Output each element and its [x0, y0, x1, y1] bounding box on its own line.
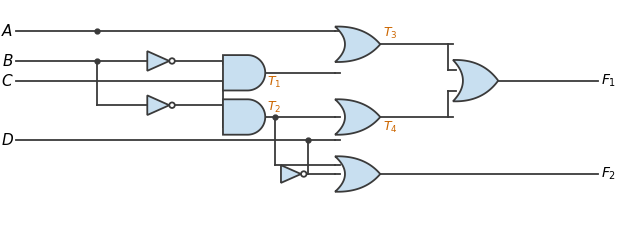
Text: $F_1$: $F_1$ [602, 72, 616, 89]
Text: $A$: $A$ [1, 24, 14, 39]
Text: $T_4$: $T_4$ [383, 120, 398, 135]
Polygon shape [147, 51, 169, 71]
Polygon shape [147, 95, 169, 115]
Polygon shape [335, 99, 380, 135]
Polygon shape [281, 165, 301, 183]
Text: $T_2$: $T_2$ [267, 100, 281, 115]
Circle shape [169, 58, 175, 64]
Text: $T_1$: $T_1$ [267, 75, 281, 90]
Polygon shape [223, 55, 265, 90]
Text: $T_3$: $T_3$ [383, 26, 398, 41]
Polygon shape [453, 60, 498, 101]
Polygon shape [335, 156, 380, 192]
Text: $B$: $B$ [2, 53, 14, 69]
Circle shape [301, 171, 307, 177]
Text: $D$: $D$ [1, 132, 14, 148]
Circle shape [169, 102, 175, 108]
Polygon shape [223, 99, 265, 135]
Text: $C$: $C$ [1, 73, 14, 89]
Text: $F_2$: $F_2$ [602, 166, 616, 182]
Polygon shape [335, 27, 380, 62]
